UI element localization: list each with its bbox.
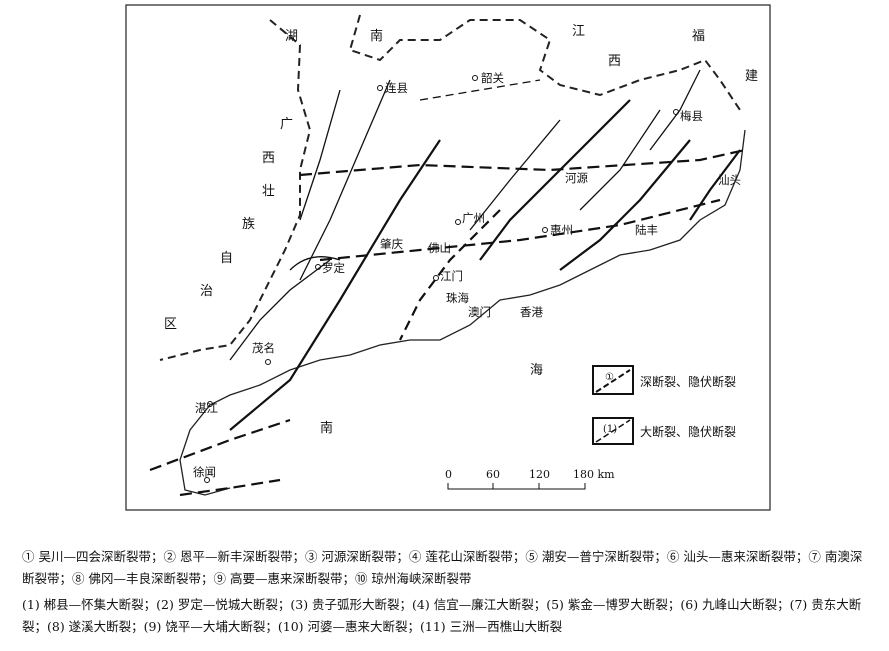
svg-text:西: 西 (262, 151, 275, 166)
svg-text:湛江: 湛江 (195, 401, 218, 415)
svg-text:茂名: 茂名 (252, 341, 275, 355)
svg-text:惠州: 惠州 (550, 223, 573, 237)
svg-text:海: 海 (530, 363, 543, 378)
svg-text:深断裂、隐伏断裂: 深断裂、隐伏断裂 (640, 374, 736, 389)
svg-text:湖: 湖 (285, 29, 298, 44)
svg-text:壮: 壮 (262, 184, 275, 199)
svg-text:韶关: 韶关 (481, 71, 504, 85)
svg-text:福: 福 (692, 29, 705, 44)
svg-text:0: 0 (445, 468, 452, 481)
svg-text:180 km: 180 km (573, 468, 615, 481)
svg-text:族: 族 (242, 216, 255, 232)
svg-text:西: 西 (608, 54, 621, 69)
svg-text:区: 区 (164, 317, 177, 332)
city-labels: 连县 韶关 梅县 汕头 河源 广州 惠州 陆丰 肇庆 佛山 罗定 江门 珠海 澳… (193, 71, 741, 483)
svg-text:珠海: 珠海 (446, 291, 469, 305)
svg-text:肇庆: 肇庆 (380, 237, 403, 251)
svg-text:(1): (1) (603, 424, 617, 435)
svg-text:大断裂、隐伏断裂: 大断裂、隐伏断裂 (640, 424, 736, 439)
svg-text:治: 治 (200, 284, 213, 299)
svg-text:自: 自 (220, 251, 233, 266)
region-labels: 湖南 江西 福建 广西 壮族 自治 区 南海 (164, 24, 758, 436)
caption-major-faults: (1) 郴县—怀集大断裂；(2) 罗定—悦城大断裂；(3) 贵子弧形大断裂；(4… (22, 597, 862, 634)
svg-text:徐闻: 徐闻 (193, 465, 216, 479)
svg-text:河源: 河源 (565, 171, 588, 185)
major-faults (229, 69, 701, 361)
scale-bar: 0 60 120 180 km (445, 468, 615, 490)
coastline (179, 129, 746, 496)
svg-text:澳门: 澳门 (468, 305, 491, 319)
svg-text:陆丰: 陆丰 (635, 223, 658, 237)
fault-map: 湖南 江西 福建 广西 壮族 自治 区 南海 连县 韶关 梅县 汕头 河源 广州… (125, 4, 771, 511)
svg-text:江: 江 (572, 24, 585, 39)
svg-text:南: 南 (370, 28, 383, 44)
svg-text:梅县: 梅县 (680, 109, 703, 123)
svg-text:60: 60 (486, 468, 500, 481)
svg-text:南: 南 (320, 420, 333, 436)
svg-text:连县: 连县 (385, 81, 408, 95)
svg-text:罗定: 罗定 (322, 261, 345, 275)
svg-text:120: 120 (529, 468, 550, 481)
legend: ① 深断裂、隐伏断裂 (1) 大断裂、隐伏断裂 (592, 365, 736, 445)
svg-text:建: 建 (745, 69, 758, 84)
svg-text:香港: 香港 (520, 305, 543, 319)
svg-text:①: ① (605, 372, 614, 383)
svg-text:广州: 广州 (462, 211, 485, 225)
province-boundary (159, 14, 741, 361)
svg-text:佛山: 佛山 (428, 241, 451, 255)
deep-faults (149, 99, 746, 497)
svg-text:江门: 江门 (440, 269, 463, 283)
svg-text:汕头: 汕头 (718, 173, 741, 187)
svg-text:广: 广 (280, 117, 293, 132)
caption-deep-faults: ① 吴川—四会深断裂带；② 恩平—新丰深断裂带；③ 河源深断裂带；④ 莲花山深断… (22, 549, 863, 586)
